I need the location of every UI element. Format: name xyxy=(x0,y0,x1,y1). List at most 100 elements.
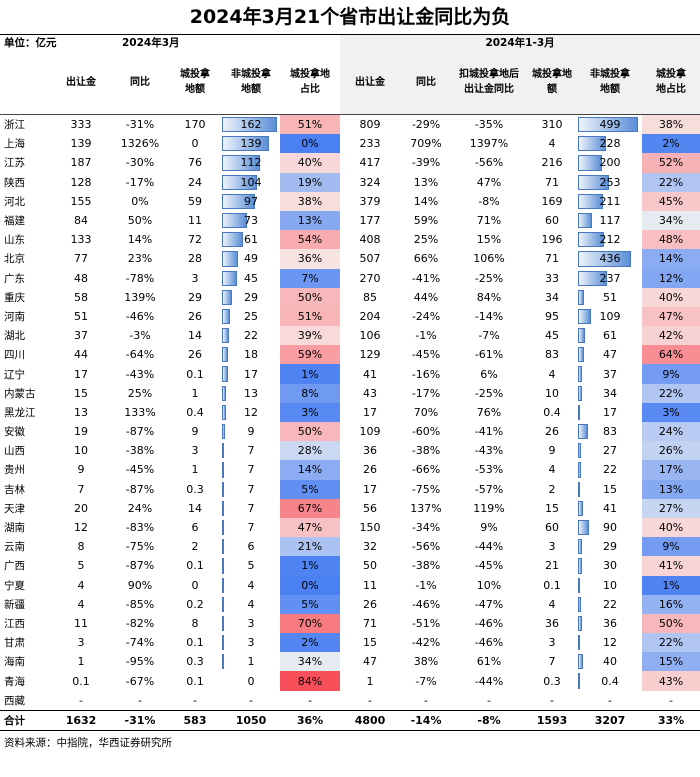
cell-m-sales: 12 xyxy=(74,521,88,535)
total-m-share: 36% xyxy=(280,709,341,731)
cell-q-yoy: 59% xyxy=(413,214,439,228)
cell-q-nct: 41 xyxy=(578,499,642,518)
cell-m-yoy: -82% xyxy=(125,616,155,630)
bar-value: 211 xyxy=(599,194,621,208)
bar-value: 40 xyxy=(603,655,618,669)
cell-m-sales: 1 xyxy=(77,655,85,669)
header-m-yoy: 同比 xyxy=(130,76,150,88)
cell-m-yoy: -67% xyxy=(125,674,155,688)
total-m-sales: 1632 xyxy=(50,709,112,731)
cell-m-yoy: -45% xyxy=(125,463,155,477)
cell-m-ct: 1 xyxy=(191,463,199,477)
data-bar xyxy=(578,366,583,382)
cell-q-nct: 40 xyxy=(578,652,642,671)
province-cell: 湖南 xyxy=(4,522,25,535)
cell-m-nct: 112 xyxy=(222,153,280,172)
cell-q-share: 26% xyxy=(642,441,700,461)
cell-q-share: 22% xyxy=(642,633,700,653)
province-cell: 安徽 xyxy=(4,426,25,439)
province-cell: 贵州 xyxy=(4,464,25,477)
cell-q-sales: 233 xyxy=(359,137,381,151)
cell-q-share: 12% xyxy=(642,268,700,288)
cell-m-ct: 14 xyxy=(188,329,202,343)
cell-m-sales: 58 xyxy=(74,290,88,304)
table-row: 新疆 4 -85% 0.2 4 5% 26 -46% -47% 4 22 16% xyxy=(0,594,700,614)
cell-q-ct: 4 xyxy=(548,463,556,477)
table-row: 北京 77 23% 28 49 36% 507 66% 106% 71 436 14% xyxy=(0,249,700,269)
bar-value: 6 xyxy=(247,540,255,554)
cell-q-share: 17% xyxy=(642,460,700,480)
data-bar xyxy=(222,270,238,286)
data-bar xyxy=(222,577,224,593)
cell-q-yoy: -1% xyxy=(415,578,437,592)
bar-value: 25 xyxy=(244,309,258,323)
cell-m-nct: 13 xyxy=(222,384,280,403)
cell-m-yoy: -3% xyxy=(129,329,151,343)
cell-q-ex: -44% xyxy=(474,674,504,688)
province-cell: 江西 xyxy=(4,617,25,630)
table-row: 宁夏 4 90% 0 4 0% 11 -1% 10% 0.1 10 1% xyxy=(0,575,700,595)
cell-q-ex: 106% xyxy=(473,252,505,266)
table-row: 江苏 187 -30% 76 112 40% 417 -39% -56% 216 200 52% xyxy=(0,153,700,173)
cell-q-ex: -7% xyxy=(478,329,500,343)
cell-q-ct: 0.3 xyxy=(543,674,561,688)
section-q1: 2024年1-3月 xyxy=(340,34,700,50)
bar-value: 1 xyxy=(247,655,255,669)
cell-q-nct: 61 xyxy=(578,326,642,345)
cell-m-ct: 3 xyxy=(191,444,199,458)
cell-q-sales: 177 xyxy=(359,214,381,228)
cell-m-ct: 0 xyxy=(191,578,199,592)
province-cell: 辽宁 xyxy=(4,368,25,381)
bar-value: 36 xyxy=(603,616,618,630)
bar-value: 253 xyxy=(599,175,621,189)
cell-m-sales: 19 xyxy=(74,425,88,439)
cell-q-ex: -56% xyxy=(474,156,504,170)
data-bar xyxy=(578,462,581,478)
table-row: 广东 48 -78% 3 45 7% 270 -41% -25% 33 237 12% xyxy=(0,268,700,288)
cell-m-ct: 26 xyxy=(188,309,202,323)
cell-m-sales: 48 xyxy=(74,271,88,285)
cell-q-yoy: -46% xyxy=(411,597,441,611)
bar-value: 15 xyxy=(603,482,618,496)
table-row: 重庆 58 139% 29 29 50% 85 44% 84% 34 51 40% xyxy=(0,287,700,307)
province-cell: 海南 xyxy=(4,656,25,669)
bar-value: 112 xyxy=(240,156,262,170)
cell-q-sales: 507 xyxy=(359,252,381,266)
cell-q-ct: 0.1 xyxy=(543,578,561,592)
cell-q-ex: -46% xyxy=(474,636,504,650)
cell-m-nct: 7 xyxy=(222,499,280,518)
cell-m-ct: 0.1 xyxy=(186,367,204,381)
cell-q-yoy: 44% xyxy=(413,290,439,304)
cell-q-ct: 7 xyxy=(548,655,556,669)
cell-m-share: 28% xyxy=(280,441,341,461)
cell-q-nct: 212 xyxy=(578,230,642,249)
cell-m-ct: 0.1 xyxy=(186,559,204,573)
cell-q-yoy: -56% xyxy=(411,540,441,554)
cell-q-yoy: 709% xyxy=(410,137,442,151)
province-cell: 陕西 xyxy=(4,176,25,189)
cell-m-nct: 49 xyxy=(222,249,280,268)
bar-value: 41 xyxy=(603,501,618,515)
cell-m-nct: 162 xyxy=(222,115,280,135)
cell-q-yoy: 137% xyxy=(410,501,442,515)
cell-m-yoy: -87% xyxy=(125,559,155,573)
cell-m-share: 5% xyxy=(280,594,341,614)
cell-m-sales: 84 xyxy=(74,214,88,228)
cell-q-ct: 216 xyxy=(541,156,563,170)
table-row: 海南 1 -95% 0.3 1 34% 47 38% 61% 7 40 15% xyxy=(0,652,700,672)
cell-m-share: 1% xyxy=(280,364,341,384)
bar-value: 90 xyxy=(603,521,618,535)
table-row: 贵州 9 -45% 1 7 14% 26 -66% -53% 4 22 17% xyxy=(0,460,700,480)
source-note: 资料来源：中指院，华西证券研究所 xyxy=(4,736,172,749)
cell-m-share: 67% xyxy=(280,498,341,518)
cell-q-ct: 4 xyxy=(548,137,556,151)
data-bar xyxy=(578,385,583,401)
cell-q-nct: 228 xyxy=(578,134,642,153)
province-cell: 广西 xyxy=(4,560,25,573)
cell-q-share: 34% xyxy=(642,210,700,231)
bar-value: 117 xyxy=(599,214,621,228)
cell-m-yoy: -74% xyxy=(125,636,155,650)
bar-value: 0.4 xyxy=(601,674,619,688)
cell-q-sales: 324 xyxy=(359,175,381,189)
cell-m-sales: 20 xyxy=(74,501,88,515)
